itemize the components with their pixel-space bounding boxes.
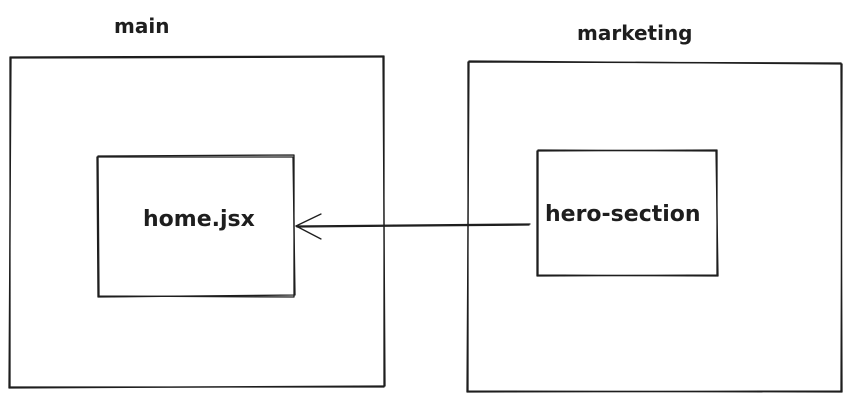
arrow-shaft: [295, 223, 531, 227]
marketing-group-box[interactable]: [466, 60, 843, 393]
arrow-head-upper: [295, 213, 322, 227]
hero-to-home-arrow[interactable]: [295, 213, 531, 240]
hero-section-node-label: hero-section: [545, 202, 701, 227]
hero-section-node-box[interactable]: [536, 149, 719, 277]
home-jsx-node-label: home.jsx: [143, 207, 255, 232]
arrow-head-lower: [295, 225, 322, 240]
arrow-shaft-second-stroke: [296, 224, 530, 228]
main-group-box[interactable]: [8, 55, 386, 389]
marketing-group-label: marketing: [577, 21, 693, 45]
main-group-label: main: [114, 14, 170, 38]
home-jsx-node-box[interactable]: [96, 154, 296, 298]
